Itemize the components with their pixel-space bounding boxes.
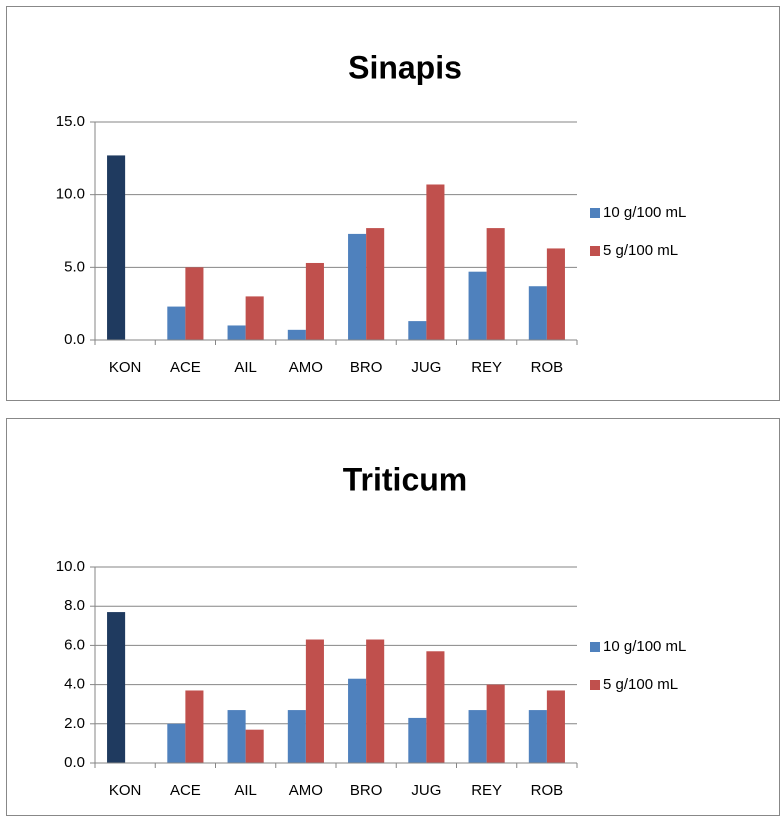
x-tick-label: ROB <box>531 782 564 799</box>
bar <box>167 723 186 763</box>
y-tick-label: 10.0 <box>56 186 85 203</box>
legend-label: 10 g/100 mL <box>603 204 686 221</box>
bar <box>245 729 264 763</box>
legend-swatch <box>590 642 600 652</box>
x-tick-label: ACE <box>170 782 201 799</box>
bar <box>245 296 264 340</box>
x-tick-label: JUG <box>411 782 441 799</box>
x-tick-label: REY <box>471 782 502 799</box>
y-tick-label: 5.0 <box>64 258 85 275</box>
y-tick-label: 8.0 <box>64 597 85 614</box>
bar <box>528 286 547 340</box>
chart-title: Triticum <box>343 461 467 497</box>
bar <box>305 639 324 763</box>
y-tick-label: 4.0 <box>64 676 85 693</box>
x-tick-label: AMO <box>289 359 323 376</box>
x-tick-label: AIL <box>234 782 257 799</box>
bar <box>546 690 565 763</box>
legend-swatch <box>590 208 600 218</box>
x-tick-label: BRO <box>350 782 383 799</box>
bar <box>528 710 547 763</box>
x-tick-label: JUG <box>411 359 441 376</box>
x-tick-label: ACE <box>170 359 201 376</box>
y-tick-label: 15.0 <box>56 113 85 130</box>
bar <box>366 639 385 763</box>
y-tick-label: 0.0 <box>64 754 85 771</box>
bar <box>107 612 126 763</box>
legend-swatch <box>590 246 600 256</box>
bar <box>468 271 487 340</box>
bar <box>426 651 445 763</box>
legend-label: 5 g/100 mL <box>603 676 678 693</box>
x-tick-label: AIL <box>234 359 257 376</box>
bar <box>348 678 367 763</box>
x-tick-label: AMO <box>289 782 323 799</box>
y-tick-label: 10.0 <box>56 558 85 575</box>
bar <box>408 717 427 763</box>
bar <box>486 684 505 763</box>
legend-label: 5 g/100 mL <box>603 242 678 259</box>
bar <box>167 306 186 340</box>
y-tick-label: 0.0 <box>64 331 85 348</box>
bar <box>468 710 487 763</box>
bar <box>305 262 324 340</box>
chart-border <box>6 6 780 401</box>
x-tick-label: KON <box>109 782 142 799</box>
bar <box>426 184 445 340</box>
bar <box>227 325 246 340</box>
bar <box>227 710 246 763</box>
chart: Sinapis 0.0 5.0 10.0 15.0 KON ACE AIL AMO BRO JUG R… <box>6 6 780 401</box>
bar <box>348 233 367 340</box>
bar <box>546 248 565 340</box>
y-tick-label: 2.0 <box>64 715 85 732</box>
bar <box>185 267 204 340</box>
chart-border <box>6 418 780 816</box>
legend-swatch <box>590 680 600 690</box>
bar <box>287 329 306 340</box>
x-tick-label: KON <box>109 359 142 376</box>
y-tick-label: 6.0 <box>64 636 85 653</box>
bar <box>107 155 126 340</box>
x-tick-label: REY <box>471 359 502 376</box>
chart-title: Sinapis <box>348 49 462 85</box>
x-tick-label: BRO <box>350 359 383 376</box>
legend-label: 10 g/100 mL <box>603 638 686 655</box>
x-tick-label: ROB <box>531 359 564 376</box>
bar <box>408 321 427 340</box>
bar <box>366 228 385 340</box>
bar <box>287 710 306 763</box>
chart: Triticum 0.0 2.0 4.0 6.0 8.0 10.0 KON ACE AIL AMO B… <box>6 418 780 816</box>
bar <box>486 228 505 340</box>
bar <box>185 690 204 763</box>
